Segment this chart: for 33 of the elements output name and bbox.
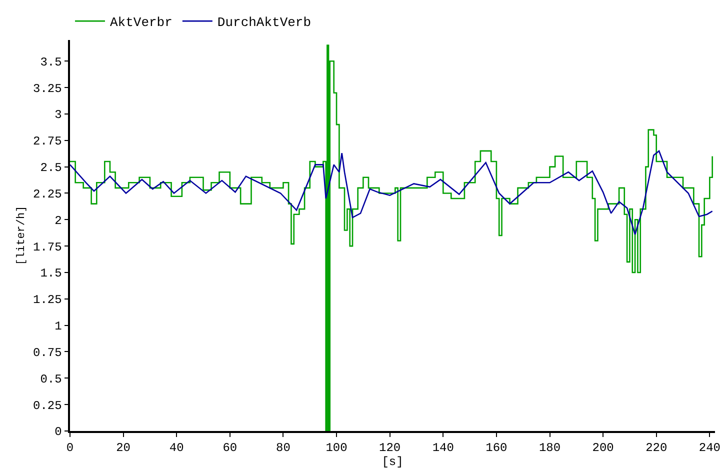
x-tick-label: 160	[486, 441, 508, 456]
y-tick-label: 3.5	[40, 55, 62, 70]
y-tick-label: 2	[54, 214, 62, 228]
x-axis-title: [s]	[382, 455, 404, 470]
y-tick-label: 2.5	[40, 161, 62, 176]
x-tick-label: 80	[276, 441, 290, 456]
x-tick-label: 200	[592, 441, 614, 456]
y-axis-title: [liter/h]	[16, 206, 28, 266]
y-tick-label: 0.75	[33, 346, 62, 360]
y-tick-label: 2.25	[33, 187, 62, 202]
line-series	[70, 150, 713, 236]
y-tick-label: 1.25	[33, 293, 62, 308]
x-tick-label: 240	[698, 441, 720, 456]
legend-label: DurchAktVerb	[217, 15, 312, 30]
y-tick-label: 0.25	[33, 398, 62, 413]
x-tick-label: 40	[169, 441, 184, 456]
y-tick-label: 2.75	[33, 134, 62, 149]
x-tick-label: 60	[222, 441, 238, 456]
y-tick-label: 0	[54, 425, 62, 440]
x-tick-label: 0	[66, 441, 74, 456]
y-tick-label: 3.25	[33, 82, 62, 96]
legend-label: AktVerbr	[110, 15, 172, 30]
x-tick-label: 100	[326, 441, 348, 456]
x-tick-label: 220	[646, 441, 668, 456]
x-tick-label: 140	[432, 441, 454, 456]
x-tick-label: 180	[538, 441, 561, 456]
y-tick-label: 0.5	[40, 372, 62, 386]
x-tick-label: 120	[379, 441, 401, 456]
y-tick-label: 1.5	[40, 266, 62, 281]
y-tick-label: 1	[54, 320, 62, 334]
x-tick-label: 20	[116, 441, 131, 456]
y-tick-label: 1.75	[33, 240, 62, 254]
y-tick-label: 3	[54, 108, 62, 122]
